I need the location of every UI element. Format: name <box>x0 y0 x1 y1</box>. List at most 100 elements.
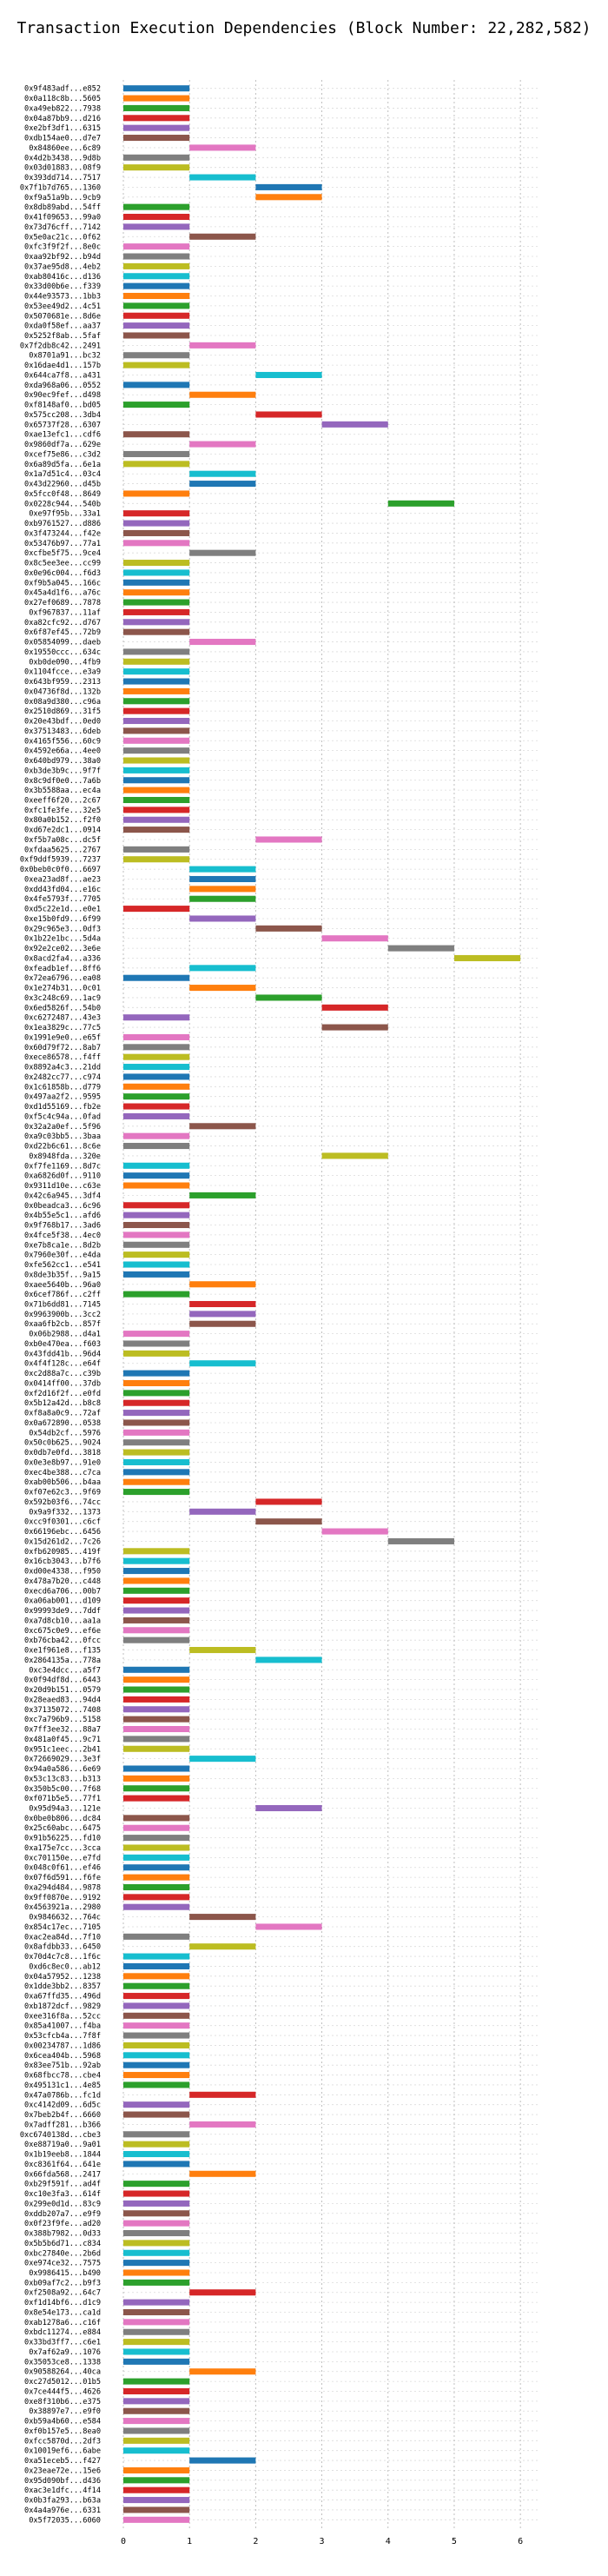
transaction-bar <box>123 777 190 784</box>
transaction-hash-label: 0x9f768b17...3ad6 <box>24 1222 101 1231</box>
transaction-bar <box>123 1745 190 1752</box>
transaction-bar <box>123 1340 190 1347</box>
transaction-bar <box>189 965 256 972</box>
transaction-hash-label: 0x951c1eec...2b41 <box>24 1745 101 1754</box>
transaction-hash-label: 0x299e0d1d...83c9 <box>24 2200 101 2208</box>
transaction-hash-label: 0xda0f58ef...aa37 <box>24 322 101 331</box>
transaction-hash-label: 0xac3e1dfc...4f14 <box>24 2486 101 2495</box>
transaction-bar <box>123 2358 190 2365</box>
transaction-bar <box>189 1943 256 1950</box>
transaction-hash-label: 0x7af62a9...1076 <box>29 2348 101 2357</box>
transaction-hash-label: 0x9860df7a...629e <box>24 441 101 449</box>
transaction-bar <box>189 2121 256 2128</box>
transaction-hash-label: 0x7beb2b4f...6660 <box>24 2111 101 2120</box>
transaction-bar <box>123 2190 190 2197</box>
transaction-hash-label: 0xbc27840e...2b6d <box>24 2249 101 2258</box>
transaction-hash-label: 0x3f473244...f42e <box>24 529 101 538</box>
transaction-hash-label: 0x15d261d2...7c26 <box>24 1537 101 1546</box>
transaction-bar <box>189 2170 256 2177</box>
transaction-bar <box>123 1874 190 1881</box>
transaction-bar <box>123 628 190 635</box>
transaction-hash-label: 0xd67e2dc1...0914 <box>24 827 101 835</box>
transaction-bar <box>123 2348 190 2355</box>
transaction-bar <box>255 1518 322 1525</box>
transaction-hash-label: 0xb59a4b60...e584 <box>24 2418 101 2427</box>
transaction-hash-label: 0xd1d55169...fb2e <box>24 1103 101 1112</box>
transaction-hash-label: 0xe97f95b...33a1 <box>29 510 101 519</box>
transaction-bar <box>123 1736 190 1743</box>
transaction-hash-label: 0x9311d10e...c63e <box>24 1182 101 1191</box>
transaction-hash-label: 0x06b2988...d4a1 <box>29 1331 101 1339</box>
transaction-bar <box>123 302 190 309</box>
transaction-hash-label: 0xc2d88a7c...c39b <box>24 1370 101 1378</box>
transaction-hash-label: 0x4fe5793f...7705 <box>24 895 101 904</box>
transaction-bar <box>123 1489 190 1496</box>
transaction-hash-label: 0x644ca7f8...a431 <box>24 371 101 380</box>
transaction-hash-label: 0x1c61858b...d779 <box>24 1083 101 1092</box>
transaction-hash-label: 0xb0de090...4fb9 <box>29 658 101 667</box>
transaction-bar <box>123 2328 190 2335</box>
transaction-bar <box>123 727 190 734</box>
transaction-bar <box>123 1331 190 1338</box>
transaction-bar <box>123 737 190 744</box>
x-tick-label: 3 <box>320 2537 325 2546</box>
transaction-hash-label: 0x0228c944...540b <box>24 500 101 508</box>
transaction-hash-label: 0x6f87ef45...72b9 <box>24 628 101 637</box>
transaction-hash-label: 0xb9761527...d886 <box>24 520 101 528</box>
transaction-hash-label: 0xa82cfc92...d767 <box>24 619 101 627</box>
transaction-hash-label: 0x0a672890...0538 <box>24 1419 101 1428</box>
transaction-bar <box>123 579 190 586</box>
transaction-bar <box>123 974 190 981</box>
transaction-hash-label: 0x37513483...6deb <box>24 727 101 736</box>
transaction-bar <box>255 1923 322 1930</box>
x-tick-label: 2 <box>253 2537 258 2546</box>
transaction-bar <box>123 85 190 92</box>
transaction-hash-label: 0x478a7b20...c448 <box>24 1577 101 1586</box>
transaction-bar <box>123 678 190 685</box>
transaction-bar <box>123 2477 190 2484</box>
transaction-bar <box>123 2131 190 2138</box>
transaction-hash-label: 0x32a2a0ef...5f96 <box>24 1123 101 1132</box>
transaction-hash-label: 0xf5c4c94a...0fad <box>24 1112 101 1121</box>
transaction-bar <box>189 1311 256 1318</box>
transaction-hash-label: 0xab80416c...d136 <box>24 273 101 282</box>
transaction-hash-label: 0x6a89d5fa...6e1a <box>24 461 101 469</box>
transaction-bar <box>123 1103 190 1110</box>
transaction-hash-label: 0xfe562cc1...e541 <box>24 1261 101 1270</box>
transaction-bar <box>189 639 256 646</box>
transaction-hash-label: 0xecd6a706...00b7 <box>24 1587 101 1596</box>
transaction-hash-label: 0x1b19eeb8...1844 <box>24 2151 101 2160</box>
transaction-hash-label: 0x92e2ce02...3e6e <box>24 945 101 953</box>
transaction-bar <box>123 2398 190 2405</box>
transaction-hash-label: 0x45a4d1f6...a76c <box>24 589 101 598</box>
transaction-bar <box>123 2486 190 2493</box>
x-tick-labels: 0 1 2 3 4 5 6 <box>121 2537 523 2546</box>
transaction-bar <box>189 1360 256 1367</box>
transaction-hash-label: 0xc6272487...43e3 <box>24 1014 101 1023</box>
transaction-bar <box>387 945 454 952</box>
transaction-bar <box>123 362 190 368</box>
transaction-bar <box>123 599 190 606</box>
transaction-bar <box>255 1656 322 1663</box>
transaction-hash-label: 0x16cb3043...b7f6 <box>24 1557 101 1566</box>
transaction-bar <box>123 619 190 626</box>
transaction-bar <box>255 1804 322 1812</box>
transaction-hash-label: 0xe1f961e8...f135 <box>24 1647 101 1656</box>
transaction-hash-label: 0x9ff0870e...9192 <box>24 1894 101 1902</box>
transaction-hash-label: 0x47a0786b...fc1d <box>24 2091 101 2100</box>
transaction-hash-label: 0x7adff281...b366 <box>24 2121 101 2129</box>
transaction-hash-label: 0xc7a796b9...5158 <box>24 1716 101 1724</box>
transaction-bar <box>123 1182 190 1189</box>
transaction-bar <box>123 223 190 230</box>
transaction-hash-label: 0xda968a06...0552 <box>24 382 101 390</box>
transaction-hash-label: 0xdb154ae0...d7e7 <box>24 135 101 143</box>
transaction-bar <box>189 895 256 902</box>
transaction-bar <box>123 1162 190 1169</box>
transaction-bar <box>123 1379 190 1387</box>
transaction-bar <box>255 183 322 190</box>
transaction-bar <box>123 431 190 438</box>
transaction-bar <box>255 411 322 418</box>
transaction-bar <box>123 352 190 359</box>
transaction-hash-label: 0x5b12a42d...b8c8 <box>24 1399 101 1408</box>
transaction-hash-label: 0x1b22e1bc...5d4a <box>24 935 101 944</box>
